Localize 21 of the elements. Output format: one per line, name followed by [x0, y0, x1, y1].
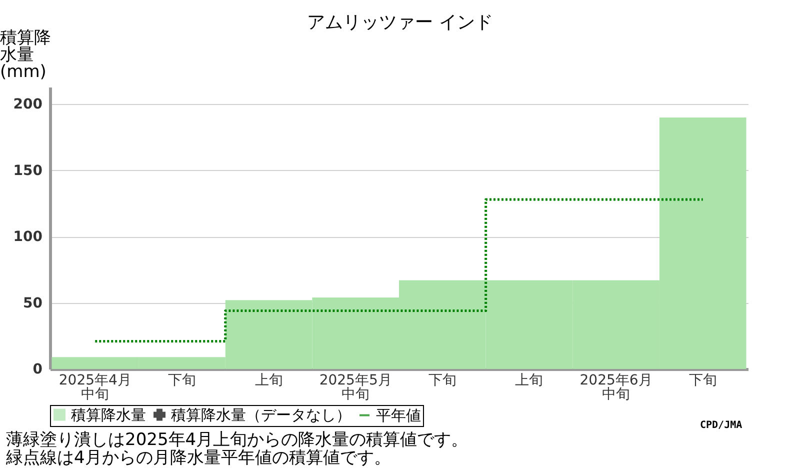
y-tick-label: 100: [13, 229, 43, 246]
legend-label: 積算降水量: [71, 406, 146, 424]
y-axis-title: 積算降水量(mm): [0, 28, 52, 82]
y-tick-label: 200: [13, 96, 43, 113]
text: 薄緑塗り潰しは2025年4月上旬からの降水量の積算値です。: [6, 430, 468, 450]
x-tick-label: 上旬: [515, 372, 544, 388]
legend-label: 積算降水量（データなし）: [171, 406, 351, 424]
y-tick-label: 0: [32, 362, 43, 378]
x-tick-label: 2025年5月中旬: [319, 372, 392, 402]
x-tick-label: 下旬: [688, 372, 717, 388]
x-tick-label: 下旬: [168, 372, 196, 388]
text: CPD/JMA: [700, 420, 742, 431]
x-tick-label: 2025年4月中旬: [58, 372, 132, 402]
legend-label: 平年値: [376, 406, 421, 424]
y-tick-label: 150: [13, 162, 43, 179]
text: 緑点線は4月からの月降水量平年値の積算値です。: [6, 448, 392, 468]
x-tick-label: 2025年6月中旬: [580, 372, 652, 402]
y-tick-label: 50: [23, 295, 43, 312]
chart-title: アムリッツァー インド: [307, 12, 493, 33]
x-tick-label: 上旬: [254, 372, 283, 388]
x-tick-label: 下旬: [428, 372, 456, 388]
